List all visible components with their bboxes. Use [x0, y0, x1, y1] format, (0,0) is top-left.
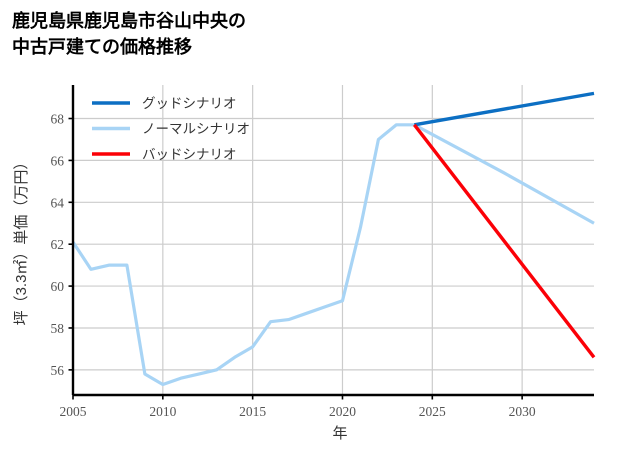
y-tick-label: 66 — [51, 153, 65, 168]
legend-label-0: グッドシナリオ — [142, 96, 237, 111]
y-tick-label: 60 — [51, 279, 65, 294]
y-tick-label: 56 — [51, 363, 65, 378]
x-tick-label: 2020 — [329, 404, 356, 419]
x-axis-ticks: 2005 2010 2015 2020 2025 2030 — [60, 395, 536, 419]
y-tick-label: 64 — [51, 195, 65, 210]
x-tick-label: 2015 — [239, 404, 266, 419]
series-line-グッドシナリオ — [414, 91, 595, 127]
series-line-ノーマルシナリオ — [71, 123, 595, 387]
legend-label-1: ノーマルシナリオ — [142, 122, 250, 137]
y-tick-label: 62 — [51, 237, 65, 252]
x-axis-label: 年 — [332, 425, 347, 442]
y-axis-label: 坪（3.3㎡）単価（万円） — [13, 155, 30, 326]
y-tick-label: 68 — [51, 112, 65, 127]
plot-area-background — [73, 85, 594, 395]
x-tick-label: 2010 — [149, 404, 176, 419]
y-tick-label: 58 — [51, 321, 65, 336]
chart-title: 鹿児島県鹿児島市谷山中央の 中古戸建ての価格推移 — [12, 11, 246, 58]
x-tick-label: 2030 — [509, 404, 536, 419]
y-axis-ticks: 56 58 60 62 64 66 68 — [51, 112, 73, 378]
legend-label-2: バッドシナリオ — [142, 147, 237, 162]
x-tick-label: 2005 — [60, 404, 87, 419]
x-tick-label: 2025 — [419, 404, 446, 419]
series-line-バッドシナリオ — [412, 123, 596, 359]
data-series-layer — [71, 91, 596, 387]
